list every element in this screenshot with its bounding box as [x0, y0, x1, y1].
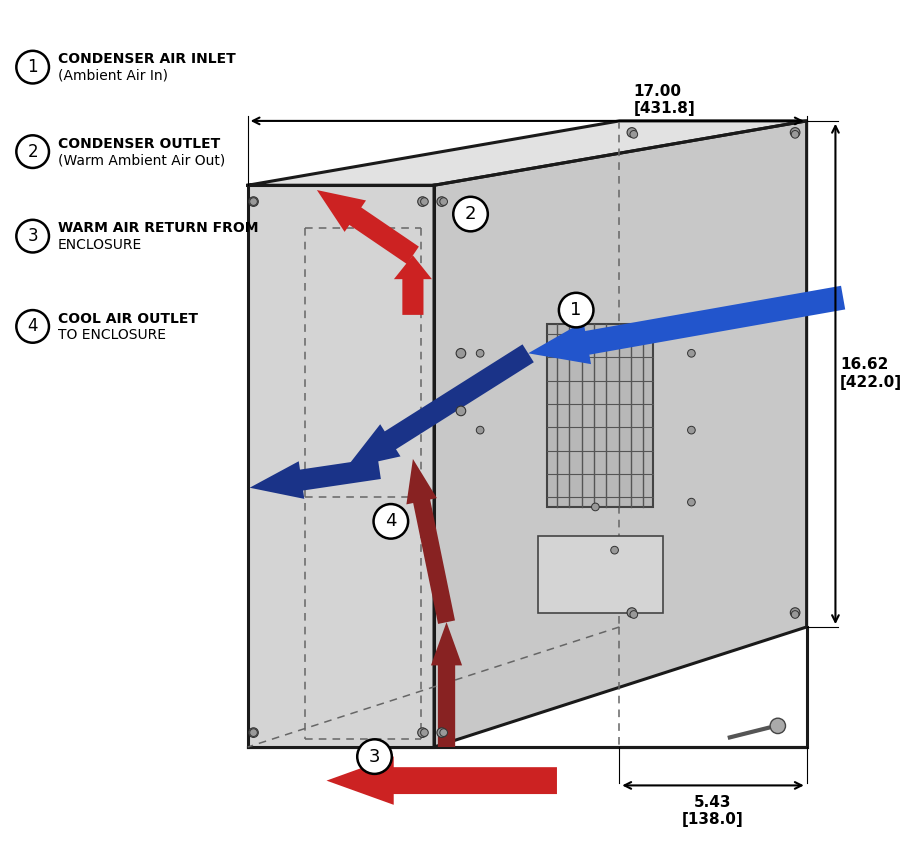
Text: WARM AIR RETURN FROM: WARM AIR RETURN FROM [58, 222, 258, 236]
Circle shape [688, 350, 695, 357]
Circle shape [250, 197, 257, 205]
Circle shape [790, 608, 800, 617]
Text: COOL AIR OUTLET: COOL AIR OUTLET [58, 312, 198, 326]
Circle shape [373, 504, 408, 539]
Text: (Warm Ambient Air Out): (Warm Ambient Air Out) [58, 153, 225, 167]
Polygon shape [247, 185, 434, 747]
Circle shape [456, 406, 466, 416]
FancyArrow shape [394, 255, 432, 315]
Circle shape [790, 127, 800, 137]
Circle shape [249, 197, 258, 206]
Circle shape [770, 718, 786, 734]
Circle shape [630, 131, 638, 139]
Circle shape [437, 197, 447, 206]
Text: 3: 3 [369, 747, 381, 766]
Circle shape [357, 740, 391, 774]
Circle shape [791, 611, 799, 618]
Text: 2: 2 [27, 143, 38, 160]
Bar [547, 325, 653, 507]
Circle shape [453, 197, 487, 231]
Text: 4: 4 [385, 513, 397, 530]
Circle shape [688, 426, 695, 434]
Text: TO ENCLOSURE: TO ENCLOSURE [58, 328, 166, 342]
Circle shape [437, 727, 447, 738]
Circle shape [627, 127, 637, 137]
Circle shape [456, 348, 466, 359]
Circle shape [477, 350, 484, 357]
Circle shape [249, 727, 258, 738]
Text: 1: 1 [571, 301, 582, 319]
Circle shape [791, 131, 799, 139]
Text: CONDENSER AIR INLET: CONDENSER AIR INLET [58, 53, 236, 67]
Circle shape [16, 310, 49, 343]
Text: 17.00
[431.8]: 17.00 [431.8] [634, 84, 696, 116]
Circle shape [559, 293, 593, 327]
Circle shape [592, 503, 599, 511]
Text: 3: 3 [27, 227, 38, 245]
Text: 5.43
[138.0]: 5.43 [138.0] [681, 795, 744, 827]
FancyArrow shape [431, 622, 462, 747]
Circle shape [418, 197, 428, 206]
Bar [538, 536, 662, 612]
Circle shape [439, 197, 448, 205]
Circle shape [611, 546, 619, 554]
Text: ENCLOSURE: ENCLOSURE [58, 238, 142, 252]
Circle shape [439, 729, 448, 736]
Circle shape [16, 135, 49, 168]
Text: (Ambient Air In): (Ambient Air In) [58, 68, 168, 83]
Circle shape [420, 197, 429, 205]
Text: 4: 4 [27, 318, 38, 335]
FancyArrow shape [346, 345, 534, 469]
FancyArrow shape [250, 458, 381, 499]
FancyArrow shape [326, 756, 557, 805]
Circle shape [420, 729, 429, 736]
Circle shape [627, 608, 637, 617]
Text: 2: 2 [465, 205, 477, 223]
Text: 16.62
[422.0]: 16.62 [422.0] [840, 358, 902, 390]
FancyArrow shape [317, 190, 419, 264]
Circle shape [418, 727, 428, 738]
Circle shape [477, 426, 484, 434]
FancyArrow shape [528, 286, 845, 364]
Circle shape [688, 498, 695, 506]
Circle shape [630, 611, 638, 618]
FancyArrow shape [407, 459, 455, 624]
Text: CONDENSER OUTLET: CONDENSER OUTLET [58, 137, 220, 151]
Polygon shape [434, 121, 806, 747]
Polygon shape [247, 121, 806, 185]
Circle shape [250, 729, 257, 736]
Circle shape [16, 51, 49, 83]
Text: 1: 1 [27, 58, 38, 76]
Circle shape [16, 220, 49, 253]
